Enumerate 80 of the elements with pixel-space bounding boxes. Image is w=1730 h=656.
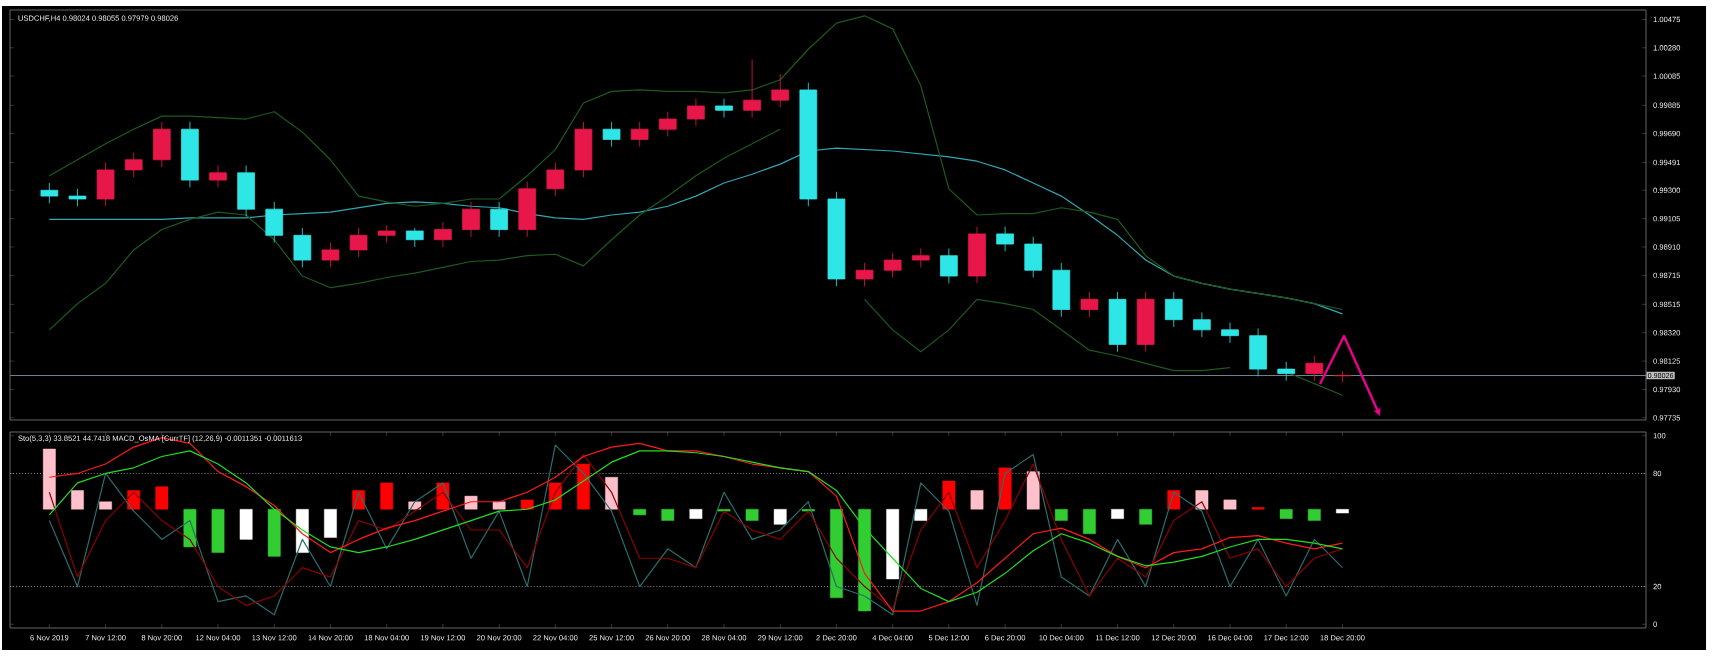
bar: [1054, 509, 1068, 521]
candlestick: [1024, 236, 1043, 278]
candlestick: [96, 162, 115, 207]
bar: [661, 509, 675, 521]
candlestick: [1080, 291, 1099, 318]
bar: [492, 501, 506, 510]
bar: [633, 509, 647, 516]
candlestick: [855, 262, 874, 287]
candlestick: [546, 162, 565, 197]
bar: [830, 509, 843, 599]
candlestick: [1221, 322, 1239, 344]
candlestick: [40, 182, 59, 204]
bar: [1083, 509, 1096, 534]
candlestick: [265, 201, 284, 244]
bar: [858, 509, 871, 612]
candlestick: [1136, 291, 1155, 353]
candlestick: [1108, 291, 1127, 353]
candlestick: [124, 152, 143, 178]
bar: [914, 509, 928, 521]
candlestick: [237, 165, 255, 217]
candlestick: [321, 242, 340, 268]
candlestick: [911, 248, 930, 268]
bar: [380, 482, 394, 510]
bar: [1195, 490, 1209, 510]
bar: [773, 509, 787, 525]
candlestick: [1277, 361, 1296, 382]
bar: [745, 509, 759, 521]
candlestick: [152, 121, 171, 168]
candlestick: [602, 121, 621, 148]
candlestick: [377, 224, 396, 244]
bar: [520, 499, 534, 510]
candlestick: [771, 73, 790, 108]
bar: [998, 467, 1012, 510]
candlestick: [68, 188, 87, 207]
candlestick: [181, 121, 199, 188]
candlestick: [827, 191, 846, 287]
candlestick: [1249, 328, 1267, 377]
bar: [970, 490, 984, 510]
candlestick: [405, 227, 424, 248]
bar: [1139, 509, 1153, 525]
candlestick: [799, 82, 818, 207]
bar: [1111, 509, 1124, 519]
candlestick: [687, 98, 705, 127]
candlestick: [490, 201, 508, 238]
bar: [1279, 509, 1293, 519]
candlestick: [1164, 291, 1183, 328]
candlestick: [883, 252, 902, 278]
bar: [267, 509, 281, 557]
bar: [886, 509, 900, 580]
bar: [577, 463, 590, 510]
candlestick: [658, 111, 677, 137]
bar: [1307, 509, 1321, 521]
bar: [155, 486, 169, 510]
candlestick: [1333, 370, 1352, 383]
bar: [324, 509, 337, 538]
candlestick: [940, 248, 958, 284]
bar: [239, 509, 253, 540]
bar: [99, 501, 112, 510]
bar: [211, 509, 225, 553]
candlestick: [1052, 262, 1071, 318]
candlestick: [968, 226, 986, 284]
bar: [464, 495, 478, 510]
candlestick: [1305, 355, 1324, 382]
candlestick: [462, 201, 480, 238]
candlestick: [743, 59, 761, 118]
candlestick: [293, 227, 312, 268]
bar: [689, 509, 703, 519]
candlestick: [630, 121, 649, 148]
candlestick: [349, 227, 368, 258]
candlestick: [996, 226, 1014, 252]
candlestick: [574, 121, 593, 178]
candlestick: [209, 165, 227, 188]
bar: [1026, 471, 1040, 510]
bar: [71, 490, 84, 510]
candlestick: [434, 221, 452, 248]
candlestick: [518, 181, 537, 238]
bar: [1223, 499, 1237, 510]
candlestick: [1193, 312, 1211, 338]
candlestick: [715, 98, 733, 118]
bar: [42, 448, 56, 510]
